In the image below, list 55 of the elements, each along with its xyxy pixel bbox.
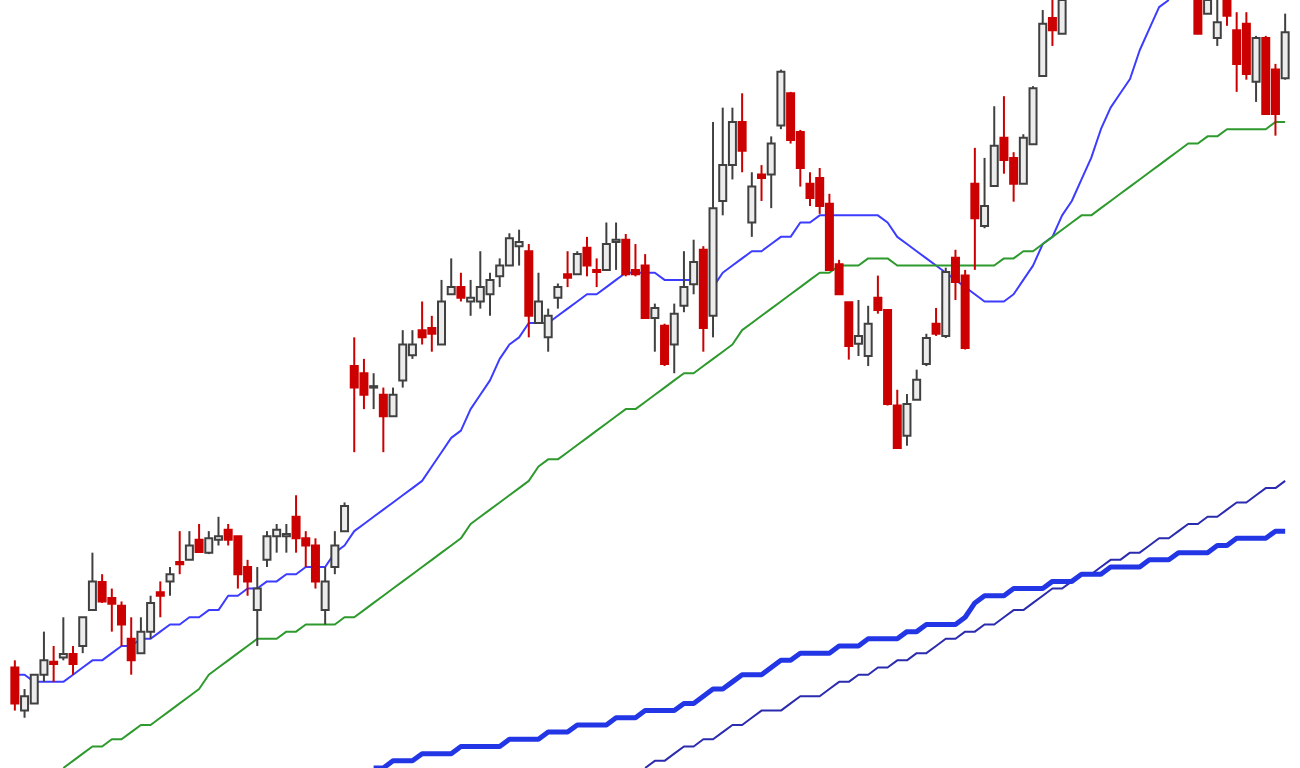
candlestick <box>747 171 757 238</box>
candlestick <box>194 522 204 554</box>
candlestick <box>563 250 573 289</box>
candlestick <box>921 332 931 368</box>
candlestick <box>10 659 20 712</box>
candlestick <box>456 271 466 303</box>
candlestick <box>582 235 592 278</box>
candlestick <box>660 322 670 368</box>
candlestick <box>1057 0 1067 35</box>
candlestick <box>1193 0 1203 35</box>
candlestick <box>252 566 262 647</box>
candlestick <box>679 250 689 314</box>
candlestick <box>49 644 59 683</box>
candlestick <box>117 600 127 647</box>
candlestick <box>553 282 563 310</box>
candlestick <box>340 501 350 533</box>
candlestick <box>601 221 611 271</box>
candlestick <box>184 530 194 561</box>
candlestick <box>68 644 78 676</box>
candlestick <box>989 105 999 187</box>
candlestick <box>892 388 902 449</box>
candlestick <box>1212 0 1222 47</box>
candlestick <box>844 301 854 361</box>
candlestick <box>970 146 980 271</box>
candlestick <box>1047 0 1057 47</box>
candlestick <box>737 92 747 174</box>
candlestick <box>78 616 88 655</box>
candlestick <box>320 566 330 626</box>
candlestick <box>446 257 456 296</box>
candlestick <box>87 551 97 612</box>
candlestick <box>388 386 398 418</box>
candlestick <box>175 530 185 576</box>
candlestick <box>980 156 990 230</box>
candlestick <box>378 386 388 454</box>
candlestick <box>912 368 922 401</box>
candlestick <box>330 530 340 576</box>
candlestick <box>669 302 679 375</box>
candlestick <box>155 580 165 619</box>
candlestick <box>931 306 941 337</box>
candlestick <box>165 566 175 597</box>
candlestick <box>437 278 447 346</box>
candlestick <box>902 393 912 447</box>
candlestick <box>369 372 379 411</box>
candlestick <box>572 250 582 276</box>
candlestick <box>592 257 602 289</box>
candlestick <box>766 135 776 210</box>
candlestick <box>689 238 699 296</box>
candlestick <box>650 302 660 353</box>
candlestick <box>611 221 621 271</box>
candlestick <box>1251 34 1261 103</box>
candlestick <box>1280 12 1290 81</box>
candlestick <box>1222 0 1232 27</box>
candlestick <box>58 616 68 662</box>
candlestick <box>757 164 767 202</box>
candlestick <box>126 616 136 676</box>
